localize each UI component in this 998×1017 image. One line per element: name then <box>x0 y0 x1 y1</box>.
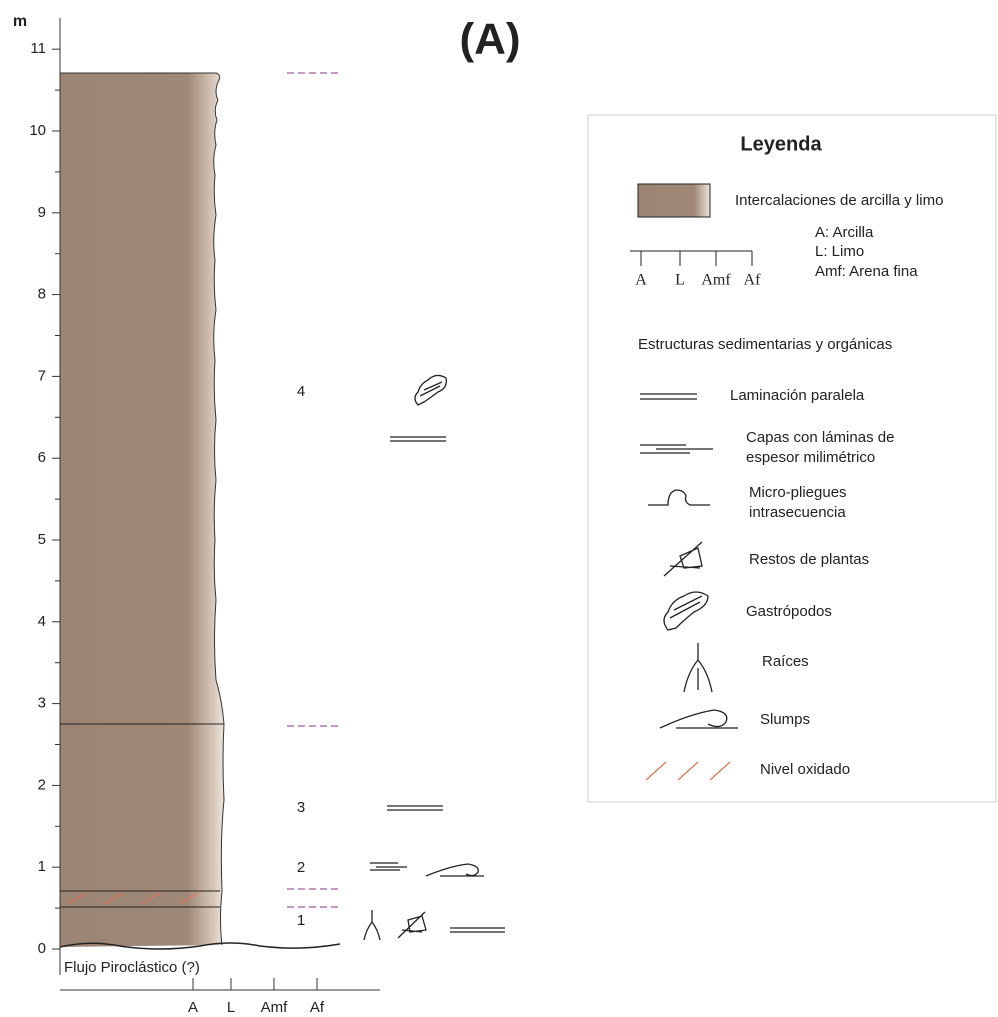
stratigraphic-column: (A) m 01234567891011 1 2 3 4 Flujo Piroc… <box>0 0 998 1017</box>
legend-label: Raíces <box>762 653 809 670</box>
base-label: Flujo Piroclástico (?) <box>64 959 200 976</box>
legend-scale-label: Af <box>744 272 762 289</box>
legend-swatch <box>638 184 710 217</box>
legend-scale-label: Amf <box>701 272 731 289</box>
tick-label: 10 <box>29 122 46 139</box>
legend-label: Restos de plantas <box>749 551 869 568</box>
tick-label: 6 <box>38 449 46 466</box>
legend-label: Micro-pliegues <box>749 484 847 501</box>
tick-label: 7 <box>38 367 46 384</box>
grain-label: Af <box>310 999 325 1016</box>
unit-number: 2 <box>297 859 305 876</box>
unit-number: 1 <box>297 912 305 929</box>
clay-silt-body <box>60 73 224 947</box>
legend-scale-label: L <box>675 272 685 289</box>
tick-label: 3 <box>38 695 46 712</box>
axis-unit: m <box>13 13 27 30</box>
tick-label: 11 <box>30 40 46 57</box>
legend-note: A: Arcilla <box>815 224 874 241</box>
grain-label: A <box>188 999 198 1016</box>
legend-note: L: Limo <box>815 243 864 260</box>
tick-label: 9 <box>38 204 46 221</box>
legend-subtitle: Estructuras sedimentarias y orgánicas <box>638 336 892 353</box>
legend-label: Nivel oxidado <box>760 761 850 778</box>
grain-label: Amf <box>261 999 289 1016</box>
legend-label: Capas con láminas de <box>746 429 894 446</box>
column-symbols <box>364 375 505 940</box>
legend-label: espesor milimétrico <box>746 449 875 466</box>
title: (A) <box>459 15 520 64</box>
legend-label: Gastrópodos <box>746 603 832 620</box>
legend-label: intrasecuencia <box>749 504 846 521</box>
legend-title: Leyenda <box>740 133 822 155</box>
unit-number: 4 <box>297 383 305 400</box>
tick-label: 1 <box>38 858 46 875</box>
tick-label: 2 <box>38 776 46 793</box>
legend-scale-label: A <box>635 272 647 289</box>
tick-label: 4 <box>38 613 46 630</box>
legend-label: Intercalaciones de arcilla y limo <box>735 192 943 209</box>
unit-number: 3 <box>297 799 305 816</box>
tick-label: 8 <box>38 286 46 303</box>
legend-label: Laminación paralela <box>730 387 865 404</box>
tick-label: 5 <box>38 531 46 548</box>
grain-label: L <box>227 999 235 1016</box>
legend-note: Amf: Arena fina <box>815 263 918 280</box>
tick-label: 0 <box>38 940 46 957</box>
legend-label: Slumps <box>760 711 810 728</box>
